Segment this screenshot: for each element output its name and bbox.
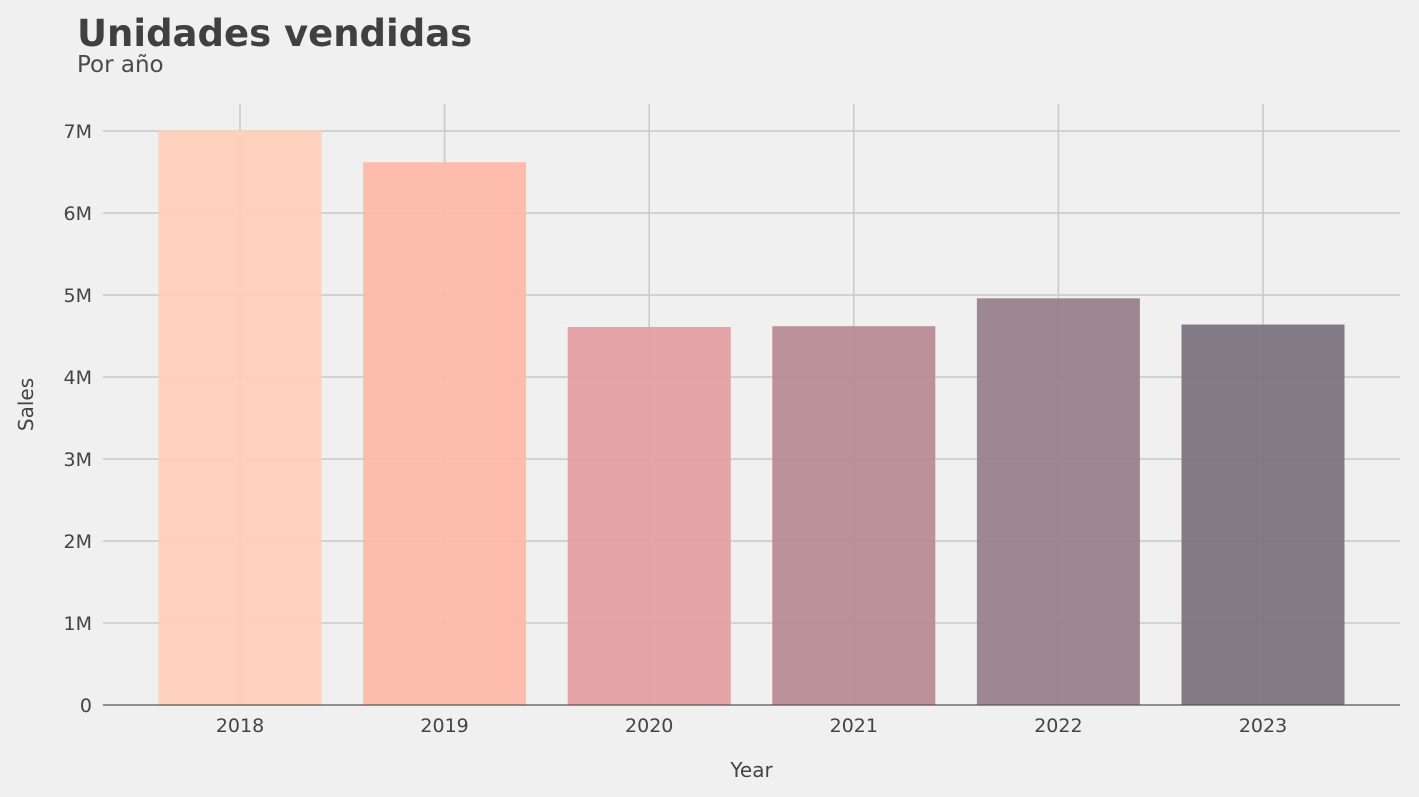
y-axis-label: Sales bbox=[14, 378, 38, 431]
bars bbox=[158, 130, 1345, 706]
bar-2018 bbox=[158, 130, 322, 706]
chart-title: Unidades vendidas bbox=[77, 12, 473, 55]
y-tick-label-2: 2M bbox=[64, 531, 92, 553]
bar-2019 bbox=[363, 162, 527, 706]
x-axis-label: Year bbox=[729, 758, 773, 782]
bar-2020 bbox=[567, 327, 731, 705]
y-tick-labels: 0 1M 2M 3M 4M 5M 6M 7M bbox=[64, 121, 92, 717]
chart-subtitle: Por año bbox=[77, 52, 164, 78]
y-tick-label-7: 7M bbox=[64, 121, 92, 143]
y-tick-label-3: 3M bbox=[64, 449, 92, 471]
bar-2023 bbox=[1181, 324, 1345, 705]
y-tick-label-5: 5M bbox=[64, 285, 92, 307]
y-tick-label-6: 6M bbox=[64, 203, 92, 225]
y-tick-label-0: 0 bbox=[80, 695, 92, 717]
x-tick-label-2019: 2019 bbox=[420, 715, 468, 737]
x-tick-label-2023: 2023 bbox=[1239, 715, 1287, 737]
bar-2022 bbox=[976, 298, 1140, 705]
y-tick-label-4: 4M bbox=[64, 367, 92, 389]
x-tick-label-2020: 2020 bbox=[625, 715, 673, 737]
x-tick-label-2022: 2022 bbox=[1034, 715, 1082, 737]
y-tick-label-1: 1M bbox=[64, 613, 92, 635]
x-tick-labels: 2018 2019 2020 2021 2022 2023 bbox=[216, 715, 1287, 737]
bar-2021 bbox=[772, 326, 936, 705]
x-tick-label-2021: 2021 bbox=[830, 715, 878, 737]
x-tick-label-2018: 2018 bbox=[216, 715, 264, 737]
